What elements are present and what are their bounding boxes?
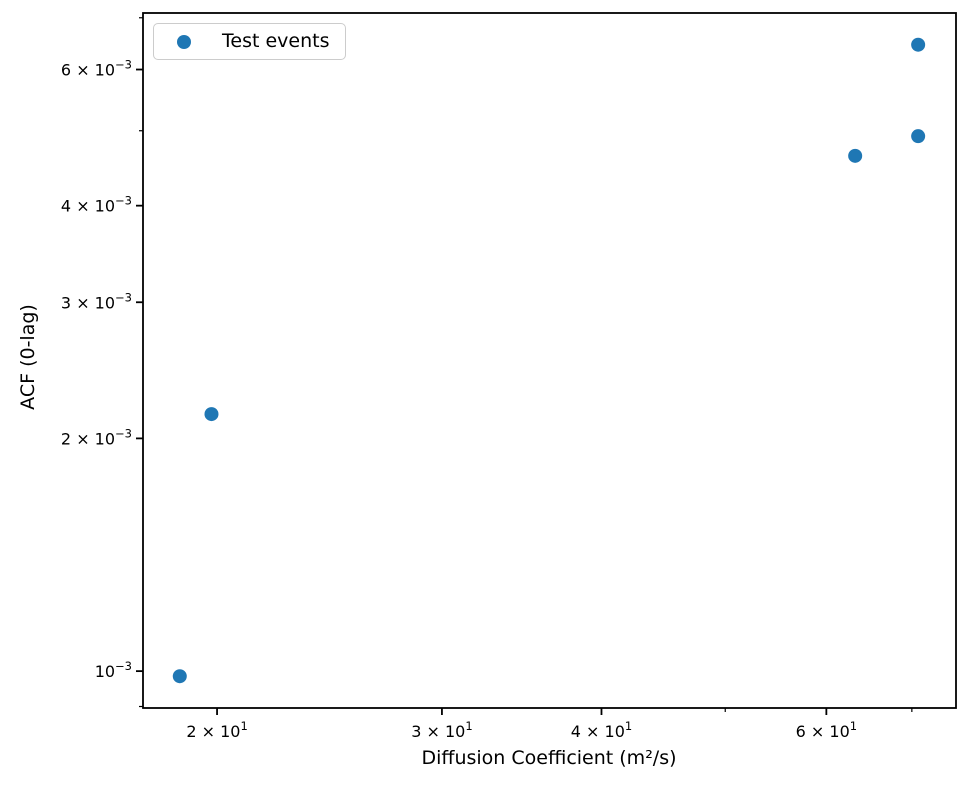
legend: Test events [153, 23, 347, 60]
legend-marker-icon [177, 34, 191, 49]
scatter-point [204, 407, 219, 422]
x-tick-label: 4 × 101 [571, 719, 632, 741]
scatter-point [911, 129, 926, 144]
scatter-point [848, 148, 863, 163]
plot-area [142, 12, 957, 709]
x-tick-label: 6 × 101 [796, 719, 857, 741]
x-axis-label: Diffusion Coefficient (m²/s) [421, 747, 677, 769]
y-tick-label: 3 × 10−3 [61, 290, 132, 312]
x-tick-label: 2 × 101 [186, 719, 247, 741]
legend-label: Test events [222, 30, 330, 52]
x-tick-label: 3 × 101 [411, 719, 472, 741]
y-tick-label: 2 × 10−3 [61, 426, 132, 448]
scatter-point [911, 37, 926, 52]
scatter-point [172, 669, 187, 684]
y-tick-label: 6 × 10−3 [61, 58, 132, 80]
y-tick-label: 4 × 10−3 [61, 194, 132, 216]
y-tick-label: 10−3 [95, 659, 132, 681]
y-axis-label: ACF (0-lag) [17, 304, 39, 410]
